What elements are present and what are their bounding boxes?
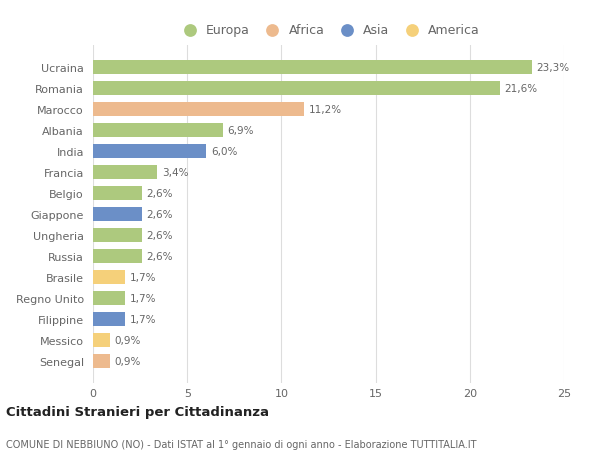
Text: 1,7%: 1,7% (130, 293, 156, 303)
Text: 2,6%: 2,6% (146, 230, 173, 241)
Bar (93, 82, 500, 96)
Bar (93, 333, 110, 347)
Text: 1,7%: 1,7% (130, 314, 156, 324)
Bar (93, 313, 125, 326)
Bar (93, 103, 304, 117)
Text: 11,2%: 11,2% (309, 105, 342, 115)
Text: 21,6%: 21,6% (505, 84, 538, 94)
Text: 2,6%: 2,6% (146, 252, 173, 262)
Bar (93, 166, 157, 179)
Text: 1,7%: 1,7% (130, 272, 156, 282)
Text: 2,6%: 2,6% (146, 210, 173, 219)
Text: 6,0%: 6,0% (211, 147, 237, 157)
Bar (93, 187, 142, 201)
Text: 0,9%: 0,9% (115, 335, 141, 345)
Bar (93, 124, 223, 138)
Bar (93, 61, 532, 75)
Bar (93, 271, 125, 284)
Bar (93, 291, 125, 305)
Text: Cittadini Stranieri per Cittadinanza: Cittadini Stranieri per Cittadinanza (6, 405, 269, 419)
Bar (93, 354, 110, 368)
Bar (93, 229, 142, 242)
Text: 2,6%: 2,6% (146, 189, 173, 199)
Bar (93, 250, 142, 263)
Text: 0,9%: 0,9% (115, 356, 141, 366)
Text: 6,9%: 6,9% (228, 126, 254, 136)
Text: 3,4%: 3,4% (162, 168, 188, 178)
Bar (93, 208, 142, 221)
Text: 23,3%: 23,3% (536, 63, 570, 73)
Legend: Europa, Africa, Asia, America: Europa, Africa, Asia, America (175, 22, 482, 40)
Bar (93, 145, 206, 158)
Text: COMUNE DI NEBBIUNO (NO) - Dati ISTAT al 1° gennaio di ogni anno - Elaborazione T: COMUNE DI NEBBIUNO (NO) - Dati ISTAT al … (6, 440, 476, 449)
